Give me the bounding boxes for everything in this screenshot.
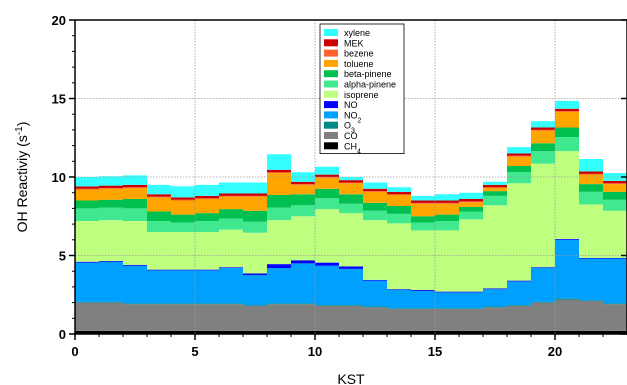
area-series-6	[75, 136, 627, 233]
legend-label: CH4	[344, 141, 361, 155]
legend-label: NO	[344, 100, 358, 110]
legend-label: NO2	[344, 110, 362, 124]
legend-swatch	[324, 59, 338, 67]
y-tick-label: 10	[52, 170, 66, 185]
legend-label: MEK	[344, 38, 364, 48]
x-tick-label: 15	[428, 344, 442, 359]
area-series-2	[75, 298, 627, 309]
y-axis-title-main: OH Reactiviy (s	[14, 135, 30, 232]
area-series-8	[75, 111, 627, 217]
legend-swatch	[324, 132, 338, 139]
legend-swatch	[324, 29, 338, 36]
x-tick-label: 0	[71, 344, 78, 359]
x-tick-label: 10	[308, 344, 322, 359]
legend-label: toluene	[344, 59, 374, 69]
y-axis-title-end: )	[14, 122, 30, 127]
legend-label: beta-pinene	[344, 69, 392, 79]
y-axis-title: OH Reactiviy (s-1)	[14, 122, 31, 233]
area-series-5	[75, 151, 627, 292]
area-series-11	[75, 100, 627, 201]
x-tick-label: 5	[191, 344, 198, 359]
legend-label: xylene	[344, 28, 370, 38]
legend-label: alpha-pinene	[344, 80, 396, 90]
y-tick-label: 15	[52, 92, 66, 107]
area-series-3	[75, 239, 627, 309]
axis-ticks: 0 5 10 15 20 0 5 10 15 20	[52, 13, 627, 359]
legend-swatch	[324, 49, 338, 57]
y-tick-label: 5	[59, 249, 66, 264]
legend-label: bezene	[344, 49, 374, 59]
legend: xyleneMEKbezenetoluenebeta-pinenealpha-p…	[319, 23, 405, 155]
legend-swatch	[324, 111, 338, 119]
legend-label: O3	[344, 121, 355, 135]
legend-swatch	[324, 121, 338, 129]
area-series-10	[75, 108, 627, 203]
y-tick-label: 20	[52, 13, 66, 28]
legend-swatch	[324, 142, 338, 150]
area-series-0	[75, 330, 627, 334]
stacked-areas	[75, 100, 627, 334]
y-tick-label: 0	[59, 327, 66, 342]
x-axis-title: KST	[337, 371, 365, 385]
x-tick-label: 20	[548, 344, 562, 359]
legend-swatch	[324, 101, 338, 109]
area-series-7	[75, 127, 627, 223]
legend-swatch	[324, 90, 338, 98]
legend-label: isoprene	[344, 90, 379, 100]
legend-swatch	[324, 70, 338, 78]
legend-swatch	[324, 80, 338, 88]
y-axis-title-sup: -1	[14, 126, 25, 135]
legend-label: CO	[344, 131, 358, 141]
legend-swatch	[324, 39, 338, 47]
